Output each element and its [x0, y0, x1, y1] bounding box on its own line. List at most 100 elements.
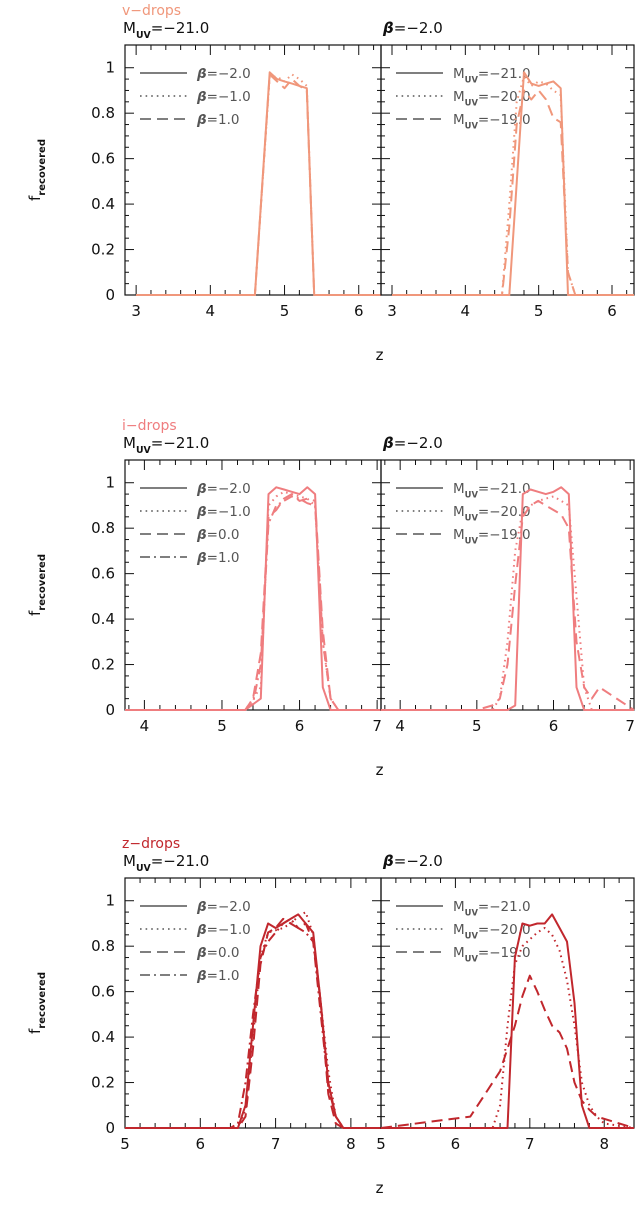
- y-tick-label: 1: [105, 59, 115, 77]
- series-line-dashdot: [125, 917, 381, 1129]
- plot-frame-right: [380, 459, 635, 711]
- legend-entry: MUV=−20.0: [453, 89, 531, 107]
- y-axis-label-sub: recovered: [37, 972, 48, 1029]
- series-line-dotted: [136, 73, 381, 296]
- y-tick-label: 1: [105, 892, 115, 910]
- x-tick-label: 8: [599, 1135, 609, 1153]
- x-tick-label: 4: [206, 302, 216, 320]
- title-subscript: UV: [136, 863, 152, 874]
- x-tick-label: 3: [387, 302, 397, 320]
- x-tick-label: 5: [120, 1135, 130, 1153]
- x-tick-label: 4: [140, 717, 150, 735]
- x-tick-label: 5: [472, 717, 482, 735]
- y-tick-label: 0.8: [91, 937, 115, 955]
- series-line-solid: [381, 913, 634, 1129]
- legend-subscript: UV: [465, 120, 479, 130]
- legend-subscript: UV: [465, 489, 479, 499]
- title-symbol: M: [123, 19, 136, 37]
- legend-entry: β=−1.0: [196, 89, 251, 105]
- legend-entry: MUV=−19.0: [453, 945, 531, 963]
- x-tick-label: 7: [625, 717, 635, 735]
- legend-subscript: UV: [465, 74, 479, 84]
- x-tick-label: 6: [549, 717, 559, 735]
- y-axis-label-main: f: [26, 610, 44, 616]
- legend-symbol: M: [453, 89, 465, 105]
- legend-subscript: UV: [465, 97, 479, 107]
- y-tick-label: 0.4: [91, 610, 115, 628]
- legend-symbol: β: [196, 550, 207, 566]
- x-tick-label: 5: [217, 717, 227, 735]
- y-axis-label-sub: recovered: [37, 139, 48, 196]
- y-axis-label: frecovered: [26, 554, 48, 616]
- series-line-solid: [125, 486, 381, 711]
- y-tick-label: 0.6: [91, 983, 115, 1001]
- legend-entry: MUV=−21.0: [453, 66, 531, 84]
- panel-title-left: MUV=−21.0: [123, 434, 209, 456]
- sample-label: v−drops: [122, 3, 181, 19]
- x-tick-label: 7: [372, 717, 382, 735]
- legend-value: =0.0: [207, 527, 240, 543]
- x-tick-label: 4: [395, 717, 405, 735]
- legend-symbol: M: [453, 481, 465, 497]
- legend-entry: β=1.0: [196, 550, 239, 566]
- legend-subscript: UV: [465, 907, 479, 917]
- y-tick-label: 0: [105, 701, 115, 719]
- legend-entry: β=−1.0: [196, 922, 251, 938]
- y-tick-label: 0.6: [91, 565, 115, 583]
- x-tick-label: 6: [354, 302, 364, 320]
- y-axis-label-sub: recovered: [37, 554, 48, 611]
- legend-value: =−21.0: [478, 66, 531, 82]
- title-symbol: β: [382, 434, 394, 452]
- legend-subscript: UV: [465, 535, 479, 545]
- x-tick-label: 5: [376, 1135, 386, 1153]
- legend-symbol: M: [453, 945, 465, 961]
- x-tick-label: 6: [196, 1135, 206, 1153]
- sample-label: z−drops: [122, 836, 180, 852]
- series-line-dashed: [381, 499, 635, 711]
- y-tick-label: 0.8: [91, 519, 115, 537]
- legend-symbol: β: [196, 66, 207, 82]
- y-tick-label: 0.2: [91, 1074, 115, 1092]
- legend-symbol: M: [453, 504, 465, 520]
- legend-entry: β=−2.0: [196, 899, 251, 915]
- series-line-dashed: [136, 73, 381, 296]
- legend-value: =−21.0: [478, 899, 531, 915]
- series-line-dotted: [392, 75, 634, 296]
- y-axis-label-main: f: [26, 1028, 44, 1034]
- y-tick-label: 1: [105, 474, 115, 492]
- legend-value: =−21.0: [478, 481, 531, 497]
- title-value: =−2.0: [394, 852, 443, 870]
- legend-subscript: UV: [465, 953, 479, 963]
- legend-entry: MUV=−21.0: [453, 899, 531, 917]
- plot-frame-left: [124, 459, 382, 711]
- legend-entry: MUV=−21.0: [453, 481, 531, 499]
- x-tick-label: 6: [451, 1135, 461, 1153]
- y-tick-label: 0.4: [91, 1028, 115, 1046]
- series-line-solid: [392, 71, 634, 296]
- x-tick-label: 8: [346, 1135, 356, 1153]
- legend-entry: β=−2.0: [196, 66, 251, 82]
- legend-entry: MUV=−19.0: [453, 527, 531, 545]
- panel-title-left: MUV=−21.0: [123, 852, 209, 874]
- legend-symbol: β: [196, 945, 207, 961]
- legend-value: =−1.0: [207, 89, 251, 105]
- legend-subscript: UV: [465, 930, 479, 940]
- legend-value: =−20.0: [478, 504, 531, 520]
- x-tick-label: 6: [607, 302, 617, 320]
- series-line-dotted: [381, 495, 634, 711]
- legend-symbol: β: [196, 527, 207, 543]
- legend-symbol: β: [196, 922, 207, 938]
- legend-symbol: β: [196, 968, 207, 984]
- series-line-dashed: [125, 493, 381, 711]
- x-axis-label: z: [376, 346, 384, 364]
- title-subscript: UV: [136, 445, 152, 456]
- series-line-dashed: [380, 974, 635, 1129]
- legend-symbol: β: [196, 899, 207, 915]
- y-tick-label: 0: [105, 1119, 115, 1137]
- legend-value: =−2.0: [207, 899, 251, 915]
- panel-title-left: MUV=−21.0: [123, 19, 209, 41]
- legend-entry: β=−1.0: [196, 504, 251, 520]
- legend-entry: β=−2.0: [196, 481, 251, 497]
- series-line-dashdot: [125, 495, 381, 711]
